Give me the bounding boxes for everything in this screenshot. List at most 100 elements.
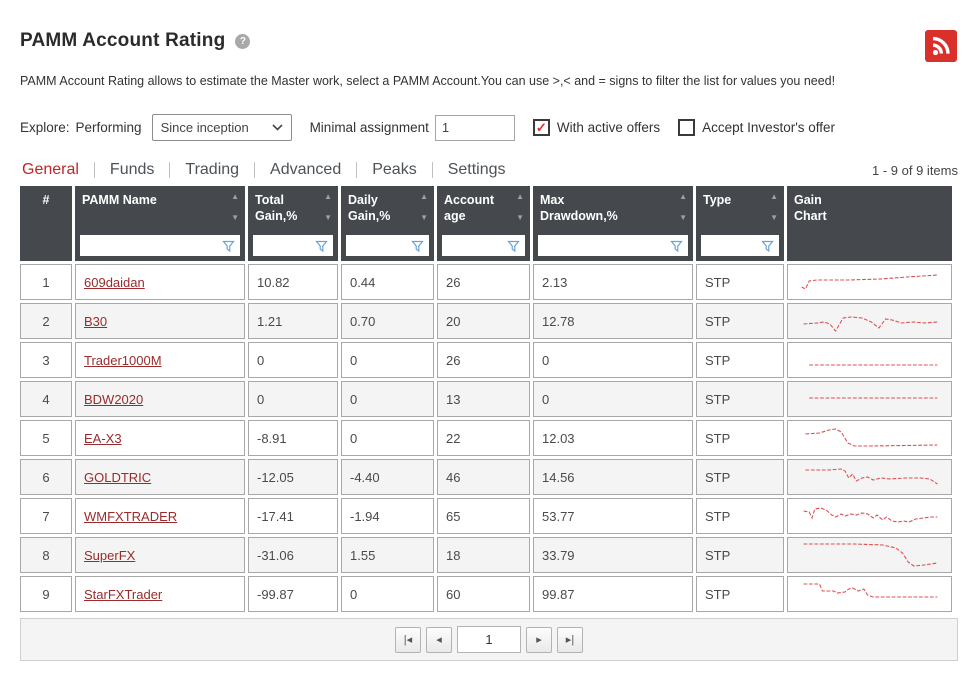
filter-funnel-icon[interactable] bbox=[222, 240, 235, 253]
sort-desc-icon[interactable]: ▼ bbox=[679, 213, 687, 222]
filter-funnel-icon[interactable] bbox=[761, 240, 774, 253]
account-age: 26 bbox=[437, 264, 530, 300]
gain-chart bbox=[787, 381, 952, 417]
gain-sparkline bbox=[809, 364, 938, 366]
column-header-account[interactable]: Account age ▲ ▼ bbox=[437, 186, 530, 261]
tab-general[interactable]: General bbox=[22, 161, 79, 178]
total-gain: -12.05 bbox=[248, 459, 338, 495]
column-filter bbox=[538, 235, 688, 256]
tab-separator bbox=[93, 162, 95, 178]
filter-funnel-icon[interactable] bbox=[507, 240, 520, 253]
column-filter-input[interactable] bbox=[539, 236, 687, 255]
tab-settings[interactable]: Settings bbox=[447, 161, 506, 178]
table-row: 3 Trader1000M 0 0 26 0 STP bbox=[20, 342, 952, 378]
sort-desc-icon[interactable]: ▼ bbox=[770, 213, 778, 222]
daily-gain: 0 bbox=[341, 342, 434, 378]
account-age: 20 bbox=[437, 303, 530, 339]
tab-peaks[interactable]: Peaks bbox=[372, 161, 417, 178]
tab-advanced[interactable]: Advanced bbox=[270, 161, 342, 178]
gain-sparkline bbox=[805, 428, 938, 447]
pamm-name-link[interactable]: StarFXTrader bbox=[84, 586, 163, 602]
first-page-button[interactable]: |◂ bbox=[395, 626, 421, 653]
next-page-button[interactable]: ▸ bbox=[526, 626, 552, 653]
max-drawdown: 0 bbox=[533, 381, 693, 417]
sort-arrows: ▲ ▼ bbox=[770, 193, 778, 222]
column-header-total[interactable]: Total Gain,% ▲ ▼ bbox=[248, 186, 338, 261]
daily-gain: 1.55 bbox=[341, 537, 434, 573]
filter-funnel-icon[interactable] bbox=[315, 240, 328, 253]
row-number: 5 bbox=[20, 420, 72, 456]
sort-arrows: ▲ ▼ bbox=[516, 193, 524, 222]
sort-asc-icon[interactable]: ▲ bbox=[231, 192, 239, 201]
tab-separator bbox=[169, 162, 171, 178]
sort-asc-icon[interactable]: ▲ bbox=[420, 192, 428, 201]
min-assignment-input[interactable] bbox=[434, 114, 515, 141]
max-drawdown: 0 bbox=[533, 342, 693, 378]
tab-trading[interactable]: Trading bbox=[185, 161, 240, 178]
daily-gain: 0 bbox=[341, 381, 434, 417]
row-number: 8 bbox=[20, 537, 72, 573]
pamm-name-link[interactable]: WMFXTRADER bbox=[84, 508, 178, 524]
sort-arrows: ▲ ▼ bbox=[679, 193, 687, 222]
tabs: General Funds Trading Advanced Peaks Settings bbox=[20, 161, 508, 179]
total-gain: -99.87 bbox=[248, 576, 338, 612]
sort-asc-icon[interactable]: ▲ bbox=[516, 192, 524, 201]
last-page-button[interactable]: ▸| bbox=[557, 626, 583, 653]
pamm-name-link[interactable]: B30 bbox=[84, 313, 108, 329]
column-filter-input[interactable] bbox=[81, 236, 239, 255]
filter-funnel-icon[interactable] bbox=[411, 240, 424, 253]
filter-funnel-icon[interactable] bbox=[670, 240, 683, 253]
explore-label: Explore: bbox=[20, 120, 70, 135]
pamm-name-link[interactable]: GOLDTRIC bbox=[84, 469, 152, 485]
column-filter-input[interactable] bbox=[254, 236, 332, 255]
column-label: Type bbox=[703, 193, 732, 207]
column-header-gain: Gain Chart bbox=[787, 186, 952, 261]
column-filter-input[interactable] bbox=[443, 236, 524, 255]
pamm-name-link[interactable]: BDW2020 bbox=[84, 391, 144, 407]
sort-asc-icon[interactable]: ▲ bbox=[770, 192, 778, 201]
column-header-max[interactable]: Max Drawdown,% ▲ ▼ bbox=[533, 186, 693, 261]
accept-investor-offer-label: Accept Investor's offer bbox=[702, 120, 836, 135]
column-header-type[interactable]: Type ▲ ▼ bbox=[696, 186, 784, 261]
account-type: STP bbox=[696, 576, 784, 612]
column-filter bbox=[442, 235, 525, 256]
column-filter-input[interactable] bbox=[702, 236, 778, 255]
account-type: STP bbox=[696, 459, 784, 495]
pamm-name-link[interactable]: SuperFX bbox=[84, 547, 136, 563]
help-icon[interactable]: ? bbox=[235, 33, 251, 49]
column-filter bbox=[253, 235, 333, 256]
sort-desc-icon[interactable]: ▼ bbox=[420, 213, 428, 222]
sort-asc-icon[interactable]: ▲ bbox=[679, 192, 687, 201]
accept-investor-offer-checkbox[interactable] bbox=[678, 119, 696, 136]
account-type: STP bbox=[696, 303, 784, 339]
gain-chart bbox=[787, 420, 952, 456]
column-filter-input[interactable] bbox=[347, 236, 428, 255]
prev-page-button[interactable]: ◂ bbox=[426, 626, 452, 653]
pamm-name-link[interactable]: EA-X3 bbox=[84, 430, 122, 446]
daily-gain: 0.70 bbox=[341, 303, 434, 339]
pamm-name-cell: BDW2020 bbox=[75, 381, 245, 417]
sort-desc-icon[interactable]: ▼ bbox=[324, 213, 332, 222]
page-number-input[interactable] bbox=[457, 626, 521, 653]
sort-desc-icon[interactable]: ▼ bbox=[516, 213, 524, 222]
max-drawdown: 12.78 bbox=[533, 303, 693, 339]
daily-gain: -4.40 bbox=[341, 459, 434, 495]
sort-asc-icon[interactable]: ▲ bbox=[324, 192, 332, 201]
column-header-pamm-name[interactable]: PAMM Name ▲ ▼ bbox=[75, 186, 245, 261]
column-header-daily[interactable]: Daily Gain,% ▲ ▼ bbox=[341, 186, 434, 261]
row-number: 4 bbox=[20, 381, 72, 417]
pamm-name-cell: 609daidan bbox=[75, 264, 245, 300]
with-active-offers-checkbox[interactable]: ✓ bbox=[532, 119, 550, 136]
daily-gain: 0 bbox=[341, 576, 434, 612]
period-select[interactable]: Since inception bbox=[151, 114, 292, 141]
total-gain: 0 bbox=[248, 342, 338, 378]
pamm-name-link[interactable]: 609daidan bbox=[84, 274, 145, 290]
table-row: 4 BDW2020 0 0 13 0 STP bbox=[20, 381, 952, 417]
pamm-name-link[interactable]: Trader1000M bbox=[84, 352, 162, 368]
gain-chart bbox=[787, 264, 952, 300]
sort-desc-icon[interactable]: ▼ bbox=[231, 213, 239, 222]
pamm-name-cell: WMFXTRADER bbox=[75, 498, 245, 534]
rss-icon[interactable] bbox=[925, 30, 957, 62]
column-label: Daily Gain,% bbox=[348, 193, 391, 224]
tab-funds[interactable]: Funds bbox=[109, 161, 155, 178]
